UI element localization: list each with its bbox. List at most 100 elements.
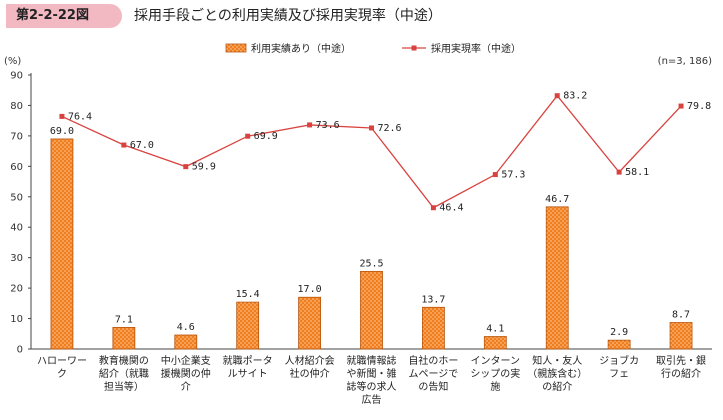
bar (298, 296, 321, 350)
line-series: 76.4 67.0 59.9 69.9 73.6 72.6 46.4 57.3 83.2 58.1… (59, 91, 711, 214)
category-label-line: ク (57, 368, 67, 380)
bar (607, 339, 631, 350)
line-value-label: 76.4 (68, 111, 92, 122)
bar-value-label: 4.6 (177, 322, 195, 333)
bar-value-label: 15.4 (236, 289, 260, 300)
category-label: 自社のホームページでの告知 (408, 354, 458, 393)
line-value-label: 58.1 (625, 167, 649, 178)
line-point (121, 142, 127, 148)
category-label: 就職情報誌や新聞・雑誌等の求人広告 (347, 354, 397, 406)
bar (483, 336, 507, 350)
bar (422, 306, 445, 350)
bar (112, 326, 136, 350)
sample-size-note: (n=3, 186) (658, 56, 712, 67)
y-tick-label: 20 (10, 284, 23, 295)
category-label-line: シップの実 (470, 367, 520, 380)
category-label-line: 就職ポータ (223, 354, 273, 367)
y-tick-label: 10 (10, 314, 23, 325)
category-label: インターンシップの実施 (470, 355, 520, 393)
line-value-label: 46.4 (439, 203, 463, 214)
legend-bar-swatch (225, 43, 247, 53)
line-point (245, 133, 251, 139)
category-label-line: 中小企業支 (161, 354, 211, 367)
category-label-line: 介 (181, 381, 191, 393)
category-label-line: フェ (609, 369, 629, 380)
line-point (369, 125, 374, 131)
line-point (554, 93, 560, 99)
category-labels: ハローワーク教育機関の紹介（就職担当等）中小企業支援機関の仲介就職ポータルサイト… (37, 354, 706, 406)
y-tick-label: 60 (10, 162, 23, 173)
figure-number: 第2-2-22図 (6, 4, 122, 28)
bar (545, 206, 569, 350)
bar-value-label: 2.9 (610, 327, 628, 338)
bar-value-label: 13.7 (421, 294, 445, 305)
category-label-line: ハローワー (37, 356, 87, 367)
category-label-line: 担当等） (104, 380, 144, 393)
category-label-line: ジョブカ (599, 354, 639, 367)
bar (360, 270, 383, 350)
bar-value-label: 25.5 (359, 258, 383, 269)
category-label: ジョブカフェ (599, 354, 639, 380)
figure-title: 採用手段ごとの利用実績及び採用実現率（中途） (134, 8, 442, 24)
y-tick-label: 0 (17, 345, 23, 356)
category-label-line: 援機関の仲 (161, 367, 211, 380)
category-label-line: 人材紹介会 (285, 354, 335, 367)
line-point (307, 122, 313, 128)
category-label-line: （親族含む） (527, 367, 587, 380)
line-value-label: 73.6 (316, 120, 340, 131)
bar (236, 301, 260, 350)
bar-value-label: 17.0 (298, 284, 322, 295)
legend-line-label: 採用実現率（中途） (431, 42, 521, 55)
combo-chart: 利用実績あり（中途） 採用実現率（中途） (%) (n=3, 186) 0 10 20… (4, 42, 712, 406)
line-value-label: 72.6 (378, 123, 402, 134)
category-label-line: 誌等の求人 (347, 380, 397, 393)
category-label-line: 就職情報誌 (347, 354, 397, 367)
category-label-line: ムページで (409, 368, 459, 380)
category-label-line: や新聞・雑 (347, 367, 397, 380)
bar-value-label: 69.0 (50, 126, 74, 137)
bar-value-label: 4.1 (486, 324, 504, 335)
line-value-label: 67.0 (130, 140, 154, 151)
line-value-label: 69.9 (254, 131, 278, 142)
category-label-line: 教育機関の (99, 354, 149, 367)
bar (669, 322, 693, 350)
category-label-line: 取引先・銀 (656, 354, 706, 367)
y-tick-label: 50 (10, 192, 23, 203)
category-label-line: 自社のホー (408, 354, 458, 367)
y-tick-label: 70 (10, 131, 23, 142)
y-tick-label: 90 (10, 71, 23, 82)
legend-bar-label: 利用実績あり（中途） (251, 42, 351, 55)
line-value-label: 83.2 (563, 91, 587, 102)
figure-header: 第2-2-22図 採用手段ごとの利用実績及び採用実現率（中途） (0, 0, 723, 34)
y-axis-unit: (%) (4, 56, 21, 67)
line-point (183, 164, 189, 170)
bar-value-label: 46.7 (545, 194, 569, 205)
category-label: 中小企業支援機関の仲介 (161, 354, 211, 393)
category-label: 教育機関の紹介（就職担当等） (99, 354, 149, 393)
legend-line-marker (411, 45, 417, 51)
line-point (616, 169, 622, 175)
category-label-line: 社の仲介 (290, 367, 330, 380)
rate-line (61, 94, 682, 209)
bar-series: 69.0 7.1 4.6 15.4 17.0 25.5 13.7 4.1 46.7 2.9 8.7 (50, 126, 693, 350)
line-point (678, 103, 684, 109)
category-label-line: の告知 (418, 380, 448, 393)
category-label-line: 行の紹介 (661, 367, 701, 380)
line-value-label: 57.3 (501, 170, 525, 181)
legend: 利用実績あり（中途） 採用実現率（中途） (225, 42, 521, 55)
category-label-line: ルサイト (228, 368, 268, 380)
y-tick-label: 40 (10, 223, 23, 234)
y-tick-label: 30 (10, 253, 23, 264)
line-point (59, 113, 65, 119)
category-label-line: インターン (471, 355, 521, 367)
category-label: 就職ポータルサイト (223, 354, 273, 380)
line-point (492, 172, 498, 178)
line-point (430, 205, 436, 211)
line-value-label: 59.9 (192, 162, 216, 173)
bar-value-label: 8.7 (672, 310, 690, 321)
category-label-line: 知人・友人 (532, 354, 582, 367)
bar-value-label: 7.1 (115, 314, 133, 325)
category-label: 取引先・銀行の紹介 (656, 354, 706, 380)
y-tick-label: 80 (10, 101, 23, 112)
category-label-line: 広告 (362, 393, 382, 406)
